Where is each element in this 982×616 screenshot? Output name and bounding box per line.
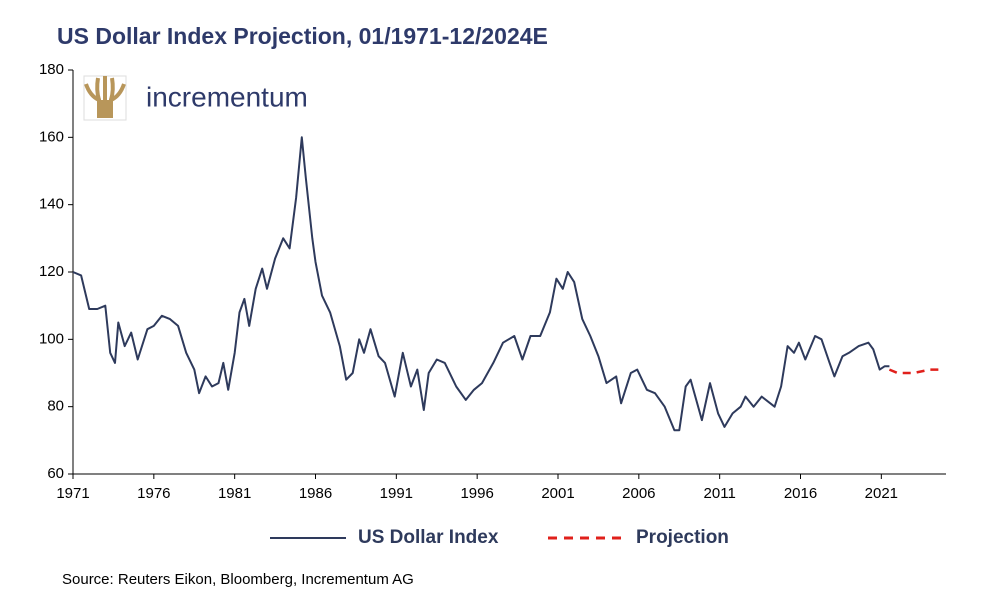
y-tick-label: 160 [39, 128, 64, 145]
x-tick-label: 2016 [784, 485, 817, 502]
chart-title: US Dollar Index Projection, 01/1971-12/2… [57, 23, 548, 49]
x-tick-label: 2006 [622, 485, 655, 502]
x-tick-label: 2011 [704, 485, 736, 502]
data-line [888, 368, 943, 375]
y-tick-label: 120 [39, 263, 64, 280]
source-note: Source: Reuters Eikon, Bloomberg, Increm… [62, 571, 414, 588]
x-tick-label: 1991 [380, 485, 413, 502]
data-line [72, 136, 890, 432]
x-tick-label: 1971 [56, 485, 89, 502]
y-tick-label: 140 [39, 196, 64, 213]
x-tick-label: 1976 [137, 485, 170, 502]
x-tick-label: 1981 [218, 485, 251, 502]
x-tick-label: 2001 [541, 485, 574, 502]
x-tick-label: 2021 [865, 485, 898, 502]
x-tick-label: 1986 [299, 485, 332, 502]
logo-text: incrementum [146, 81, 308, 112]
y-tick-label: 180 [39, 61, 64, 78]
y-tick-label: 80 [47, 398, 64, 415]
y-tick-label: 60 [47, 465, 64, 482]
x-tick-label: 1996 [460, 485, 493, 502]
legend-label: Projection [636, 527, 729, 548]
logo-icon [83, 75, 127, 121]
legend-label: US Dollar Index [358, 527, 499, 548]
y-tick-label: 100 [39, 330, 64, 347]
